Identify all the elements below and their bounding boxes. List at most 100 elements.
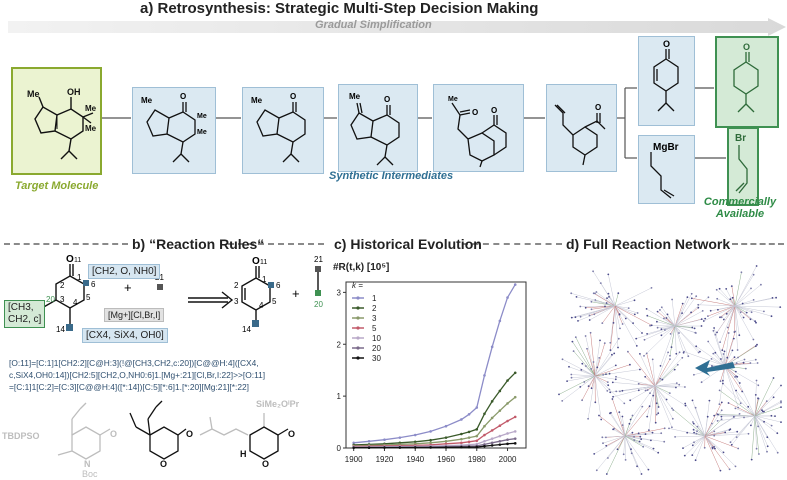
network-node: [681, 312, 683, 314]
network-node: [734, 407, 737, 410]
network-node: [598, 357, 601, 359]
network-node: [742, 361, 745, 364]
network-node: [664, 329, 666, 331]
highlight-arrow-icon: [695, 360, 735, 376]
network-node: [750, 424, 752, 427]
network-node: [745, 311, 748, 314]
network-node: [610, 411, 612, 414]
network-node: [609, 349, 612, 351]
network-edge: [568, 366, 596, 377]
commercial-label-line-2: Available: [715, 208, 765, 220]
network-node: [602, 442, 604, 445]
network-edge: [735, 376, 756, 417]
network-node: [700, 325, 703, 327]
network-edge: [671, 299, 676, 327]
network-node: [755, 379, 758, 382]
network-node: [635, 345, 638, 347]
network-node: [722, 353, 725, 355]
x-tick-label: 1940: [406, 455, 424, 464]
network-edge: [647, 385, 656, 391]
series-point-k5: [506, 419, 509, 423]
network-node: [700, 318, 703, 320]
network-node: [605, 373, 607, 375]
network-node: [691, 454, 694, 456]
network-node: [686, 296, 689, 299]
network-edge: [724, 365, 743, 392]
o-label: O: [472, 108, 478, 117]
network-edge: [754, 415, 768, 438]
network-node: [663, 427, 666, 430]
network-node: [618, 313, 621, 316]
network-edge: [654, 385, 656, 423]
commercial-label-line-1: Commercially: [703, 196, 777, 208]
network-node: [747, 432, 750, 435]
simplification-label: Gradual Simplification: [315, 19, 432, 31]
network-node: [738, 334, 741, 337]
network-nodes: [558, 265, 782, 475]
network-node: [651, 431, 654, 434]
network-node: [695, 295, 698, 298]
network-edge: [734, 288, 752, 307]
grignard-structure: MgBr: [650, 142, 679, 199]
network-node: [651, 358, 654, 361]
network-node: [678, 332, 680, 334]
network-edge: [594, 340, 601, 377]
network-edge: [754, 415, 768, 447]
network-edge: [594, 305, 616, 315]
network-node: [617, 292, 620, 295]
network-node: [754, 345, 757, 348]
network-edge: [725, 288, 736, 307]
series-point-k3: [429, 441, 432, 445]
network-node: [721, 349, 724, 352]
series-point-k5: [513, 415, 517, 419]
network-edge: [612, 398, 626, 437]
o-label: O: [262, 459, 269, 469]
network-edge: [754, 402, 782, 417]
network-node: [640, 438, 643, 441]
network-edge: [624, 428, 665, 437]
network-edge: [614, 305, 652, 326]
network-edge: [580, 375, 596, 388]
rule-tag-mg: [Mg+][Cl,Br,I]: [104, 308, 165, 322]
network-edge: [734, 305, 738, 351]
me-label: Me: [448, 96, 458, 103]
network-edge: [602, 305, 616, 324]
network-node: [755, 447, 758, 450]
network-edge: [721, 305, 736, 318]
network-node: [652, 394, 655, 397]
series-point-k20: [506, 438, 509, 441]
network-node: [719, 341, 721, 343]
network-node: [600, 418, 603, 421]
network-node: [710, 358, 713, 360]
network-edge: [734, 305, 740, 336]
network-edge: [617, 435, 626, 450]
network-edge: [722, 383, 756, 417]
network-node: [605, 444, 608, 447]
network-node: [693, 373, 695, 376]
o-label: O: [595, 103, 601, 112]
network-node: [644, 389, 647, 392]
network-edge: [624, 406, 643, 437]
series-point-k20: [513, 437, 517, 440]
x-tick-label: 1920: [376, 455, 394, 464]
network-node: [608, 372, 611, 375]
network-node: [566, 380, 568, 382]
network-node: [734, 330, 737, 333]
network-edge: [571, 374, 596, 377]
network-edge: [747, 406, 756, 417]
series-point-k3: [513, 395, 517, 399]
network-edge: [691, 298, 736, 307]
network-node: [621, 323, 624, 325]
series-point-k2: [513, 371, 517, 375]
legend-label: 5: [372, 324, 377, 333]
network-node: [632, 322, 634, 324]
network-node: [690, 292, 693, 295]
network-node: [704, 317, 707, 320]
network-edge: [654, 369, 675, 387]
network-edge: [734, 305, 772, 317]
network-edge: [683, 351, 726, 367]
example-substrates: TBDPSO N Boc O O O SiMe₂OⁱPr H O O: [2, 398, 300, 479]
network-node: [659, 309, 661, 311]
network-node: [766, 450, 768, 453]
commercial-ketone-box: O: [715, 36, 779, 128]
